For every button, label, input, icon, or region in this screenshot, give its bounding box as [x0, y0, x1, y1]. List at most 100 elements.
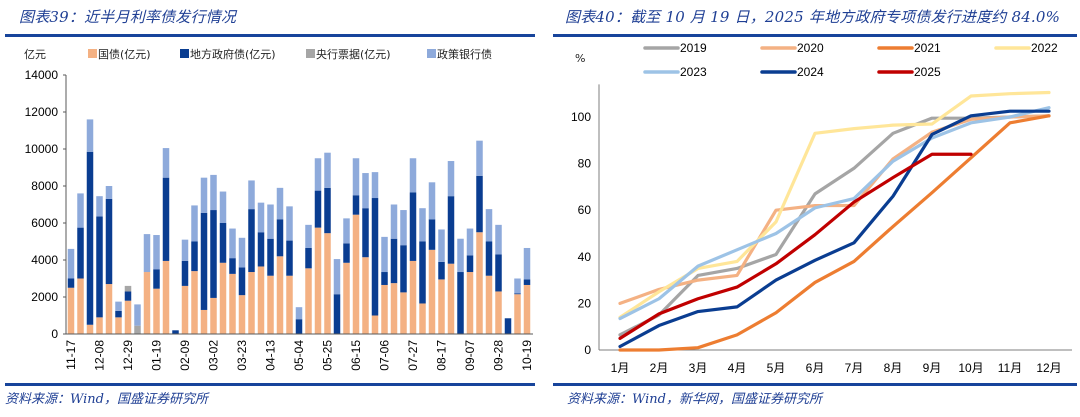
x-tick-label: 02-09	[178, 340, 192, 371]
bar-segment-地方政府债(亿元)	[504, 318, 512, 334]
bar-segment-政策银行债	[314, 158, 322, 191]
legend-label-2023: 2023	[680, 65, 707, 79]
bar-segment-地方政府债(亿元)	[96, 216, 103, 318]
bar-segment-国债(亿元)	[495, 291, 502, 334]
bar-segment-政策银行债	[447, 161, 455, 197]
left-chart-source: 资料来源：Wind，国盛证券研究所	[5, 392, 208, 407]
bar-segment-政策银行债	[229, 228, 236, 259]
right-chart-source: 资料来源：Wind，新华网，国盛证券研究所	[567, 392, 822, 407]
x-tick-label: 05-04	[292, 340, 306, 371]
x-tick-label: 9月	[923, 361, 942, 375]
bar-segment-政策银行债	[476, 140, 483, 176]
bar-segment-地方政府债(亿元)	[371, 198, 379, 316]
x-tick-label: 11月	[998, 361, 1022, 375]
bar-segment-地方政府债(亿元)	[162, 177, 170, 261]
legend-label-1: 地方政府债(亿元)	[190, 47, 276, 61]
bar-segment-政策银行债	[115, 301, 122, 311]
bar-segment-国债(亿元)	[191, 271, 198, 334]
bar-segment-政策银行债	[77, 193, 84, 228]
bar-segment-国债(亿元)	[400, 292, 407, 334]
bar-segment-政策银行债	[96, 196, 103, 217]
bar-chart: 亿元 国债(亿元) 地方政府债(亿元) 央行票据(亿元) 政策银行债 0 2000 4000 6…	[24, 47, 534, 371]
bar-segment-国债(亿元)	[96, 317, 103, 334]
y-tick-label: 14000	[25, 68, 59, 82]
bar-segment-政策银行债	[495, 224, 502, 255]
bar-segment-国债(亿元)	[523, 284, 531, 334]
x-tick-label: 2月	[650, 361, 669, 375]
bar-segment-地方政府债(亿元)	[276, 219, 284, 257]
bar-segment-政策银行债	[295, 307, 303, 320]
bar-segment-地方政府债(亿元)	[476, 175, 483, 233]
y-tick-label: 8000	[31, 179, 58, 193]
bar-segment-国债(亿元)	[210, 297, 217, 334]
bar-segment-地方政府债(亿元)	[485, 241, 493, 276]
x-tick-label: 07-27	[406, 340, 420, 371]
right-source-rule	[553, 383, 1077, 386]
bar-segment-国债(亿元)	[390, 283, 398, 334]
x-tick-label: 12-08	[93, 340, 107, 371]
bar-segment-国债(亿元)	[362, 257, 369, 334]
bar-segment-国债(亿元)	[371, 315, 379, 334]
y-axis-unit-label: 亿元	[24, 48, 46, 61]
y-tick-label: 40	[578, 250, 592, 264]
bar-segment-政策银行债	[153, 235, 160, 270]
bar-segment-地方政府债(亿元)	[115, 310, 122, 318]
bar-segment-政策银行债	[390, 204, 398, 239]
bar-segment-政策银行债	[305, 224, 312, 248]
bar-segment-政策银行债	[514, 278, 521, 294]
bar-segment-政策银行债	[143, 234, 151, 273]
bar-segment-政策银行债	[238, 237, 246, 268]
bar-segment-国债(亿元)	[419, 303, 426, 334]
legend-swatch-2	[306, 49, 315, 58]
bar-segment-政策银行债	[371, 172, 379, 199]
right-chart-panel: 图表40：截至 10 月 19 日，2025 年地方政府专项债发行进度约 84.…	[553, 0, 1080, 417]
series-line-2025	[618, 152, 973, 340]
bar-segment-政策银行债	[457, 238, 464, 273]
bar-segment-地方政府债(亿元)	[172, 330, 179, 334]
legend-label-0: 国债(亿元)	[98, 47, 151, 61]
right-title-rule	[553, 34, 1077, 37]
y-tick-label: 100	[571, 110, 591, 124]
bar-segment-政策银行债	[219, 191, 227, 223]
bar-segment-地方政府债(亿元)	[438, 261, 445, 280]
legend-swatch-3	[427, 49, 436, 58]
bar-segment-地方政府债(亿元)	[400, 245, 407, 293]
bar-segment-地方政府债(亿元)	[267, 238, 274, 276]
x-tick-label: 3月	[689, 361, 708, 375]
bar-segment-国债(亿元)	[124, 300, 132, 334]
legend-label-2024: 2024	[797, 65, 824, 79]
bar-segment-国债(亿元)	[324, 233, 331, 334]
bar-segment-政策银行债	[257, 202, 265, 233]
bar-segment-政策银行债	[523, 247, 531, 280]
x-tick-label: 10-19	[520, 340, 534, 371]
series-line-2021	[618, 114, 1051, 352]
legend-swatch-1	[180, 49, 189, 58]
legend-label-2022: 2022	[1031, 41, 1058, 55]
x-tick-label: 07-06	[378, 340, 392, 371]
bar-segment-国债(亿元)	[77, 278, 84, 334]
bar-segment-政策银行债	[181, 239, 189, 261]
y-tick-label: 0	[584, 343, 591, 357]
bar-segment-地方政府债(亿元)	[257, 232, 265, 267]
x-tick-label: 05-25	[321, 340, 335, 371]
bar-segment-政策银行债	[409, 158, 417, 193]
series-line-2020	[618, 114, 1051, 305]
bar-segment-地方政府债(亿元)	[181, 260, 189, 286]
x-tick-label: 03-02	[207, 340, 221, 371]
bar-segment-国债(亿元)	[267, 275, 274, 334]
bar-segment-地方政府债(亿元)	[457, 272, 464, 334]
bar-segment-政策银行债	[191, 205, 198, 242]
bar-segment-政策银行债	[286, 206, 293, 241]
left-chart-title: 图表39：近半月利率债发行情况	[19, 8, 237, 26]
bar-segment-国债(亿元)	[438, 279, 445, 334]
bar-segment-政策银行债	[67, 248, 75, 279]
x-tick-label: 03-23	[235, 340, 249, 371]
bar-segment-地方政府债(亿元)	[191, 241, 198, 272]
y-tick-label: 0	[51, 327, 58, 341]
y-tick-label: 60	[578, 203, 592, 217]
bar-segment-地方政府债(亿元)	[210, 210, 217, 298]
bar-segment-地方政府债(亿元)	[295, 319, 303, 334]
legend-label-3: 政策银行债	[437, 47, 492, 61]
left-source-rule	[5, 383, 535, 386]
bar-segment-政策银行债	[86, 119, 94, 152]
